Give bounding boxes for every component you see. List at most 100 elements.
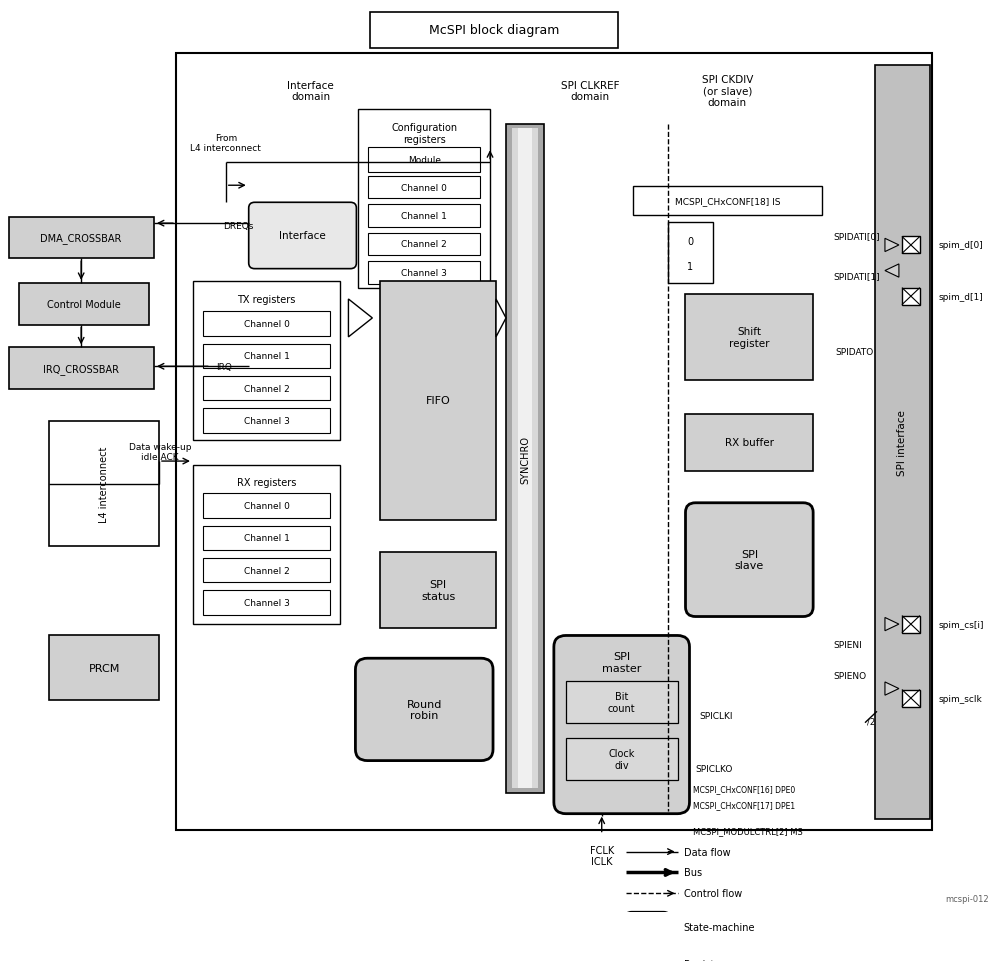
Text: MCSPI_CHxCONF[17] DPE1: MCSPI_CHxCONF[17] DPE1 [694, 800, 795, 809]
Text: DMA_CROSSBAR: DMA_CROSSBAR [40, 233, 122, 243]
Text: RX buffer: RX buffer [725, 437, 774, 448]
FancyBboxPatch shape [685, 504, 813, 617]
Text: Configuration
registers: Configuration registers [391, 123, 458, 145]
FancyBboxPatch shape [553, 636, 689, 814]
Text: Interface
domain: Interface domain [287, 81, 334, 102]
Text: SPI CKDIV
(or slave)
domain: SPI CKDIV (or slave) domain [702, 75, 753, 108]
Bar [9, 217, 154, 259]
Text: 0: 0 [687, 237, 694, 247]
Bar [667, 223, 714, 283]
Text: spim_d[1]: spim_d[1] [938, 292, 984, 302]
Text: Channel 0: Channel 0 [244, 320, 289, 329]
Text: PRCM: PRCM [89, 663, 120, 673]
Bar [565, 738, 677, 779]
Bar [875, 65, 929, 820]
Text: Bit
count: Bit count [608, 691, 635, 713]
Text: mcspi-012: mcspi-012 [946, 895, 989, 903]
Polygon shape [496, 300, 506, 337]
Bar [368, 205, 480, 228]
Bar [512, 129, 538, 788]
Text: IRQ: IRQ [216, 362, 232, 371]
Text: MCSPI_CHxCONF[18] IS: MCSPI_CHxCONF[18] IS [674, 197, 780, 206]
Bar [626, 950, 669, 961]
Text: Interface: Interface [279, 232, 326, 241]
Text: Channel 1: Channel 1 [244, 352, 289, 361]
Text: Channel 0: Channel 0 [244, 502, 289, 510]
Text: Data wake-up
idle ACK: Data wake-up idle ACK [129, 442, 192, 462]
Text: SPI
master: SPI master [602, 652, 641, 673]
Text: Channel 3: Channel 3 [244, 598, 289, 607]
Text: /2: /2 [867, 717, 875, 726]
Bar [902, 288, 920, 306]
FancyBboxPatch shape [356, 658, 493, 761]
Text: 1: 1 [687, 261, 694, 272]
Text: RX registers: RX registers [237, 478, 296, 487]
Text: Channel 1: Channel 1 [401, 211, 448, 221]
Bar [203, 344, 331, 369]
Bar [368, 261, 480, 284]
Text: spim_sclk: spim_sclk [938, 694, 983, 702]
Text: Data flow: Data flow [683, 847, 730, 856]
Text: SPI
slave: SPI slave [735, 550, 764, 571]
Text: Round
robin: Round robin [406, 699, 442, 721]
Bar [19, 283, 149, 325]
Bar [368, 234, 480, 256]
Text: MCSPI_CHxCONF[16] DPE0: MCSPI_CHxCONF[16] DPE0 [694, 785, 795, 794]
Bar [359, 111, 490, 288]
Text: FIFO: FIFO [425, 396, 451, 406]
Polygon shape [885, 618, 899, 631]
Bar [193, 465, 341, 625]
Text: SPI
status: SPI status [421, 579, 456, 602]
Text: Channel 2: Channel 2 [244, 566, 289, 575]
Text: SPICLKI: SPICLKI [700, 711, 733, 720]
Polygon shape [885, 239, 899, 253]
Text: Module: Module [407, 156, 440, 165]
Text: SPI CLKREF
domain: SPI CLKREF domain [560, 81, 619, 102]
Text: IRQ_CROSSBAR: IRQ_CROSSBAR [43, 363, 119, 374]
Bar [685, 414, 813, 471]
Bar [203, 494, 331, 518]
Text: spim_d[0]: spim_d[0] [938, 241, 984, 250]
Bar [902, 690, 920, 707]
Bar [370, 12, 618, 49]
Text: Shift
register: Shift register [729, 327, 769, 348]
Bar [9, 348, 154, 389]
Bar [203, 526, 331, 551]
Bar [193, 282, 341, 441]
Bar [633, 187, 823, 215]
Bar [49, 422, 159, 547]
Bar [49, 636, 159, 701]
Text: FCLK
ICLK: FCLK ICLK [590, 845, 614, 866]
Bar [506, 125, 544, 793]
Text: Channel 1: Channel 1 [244, 533, 289, 543]
Bar [203, 377, 331, 401]
Text: From
L4 interconnect: From L4 interconnect [191, 134, 261, 153]
FancyBboxPatch shape [249, 203, 357, 269]
Bar [176, 54, 931, 830]
Text: SPIENI: SPIENI [833, 641, 862, 650]
Text: Channel 3: Channel 3 [244, 416, 289, 426]
Bar [368, 177, 480, 199]
Polygon shape [885, 264, 899, 278]
Bar [203, 408, 331, 433]
Bar [368, 148, 480, 173]
Text: Clock
div: Clock div [609, 748, 635, 770]
Text: MCSPI_MODULCTRL[2] MS: MCSPI_MODULCTRL[2] MS [694, 826, 803, 835]
Text: SPI interface: SPI interface [897, 409, 907, 476]
Text: SPIDATO: SPIDATO [835, 347, 873, 357]
Text: Channel 2: Channel 2 [401, 240, 448, 249]
Text: SPIENO: SPIENO [833, 671, 866, 680]
Bar [203, 558, 331, 582]
Text: spim_cs[i]: spim_cs[i] [938, 620, 984, 628]
Bar [565, 681, 677, 723]
Text: Channel 3: Channel 3 [401, 269, 448, 278]
Text: Control flow: Control flow [683, 888, 742, 899]
Bar [518, 129, 532, 788]
Text: SPIDATI[1]: SPIDATI[1] [833, 272, 880, 281]
Text: DREQs: DREQs [223, 221, 253, 231]
Bar [380, 282, 496, 520]
Bar [380, 553, 496, 628]
Polygon shape [885, 682, 899, 696]
Text: McSPI block diagram: McSPI block diagram [428, 24, 559, 37]
Bar [902, 616, 920, 633]
